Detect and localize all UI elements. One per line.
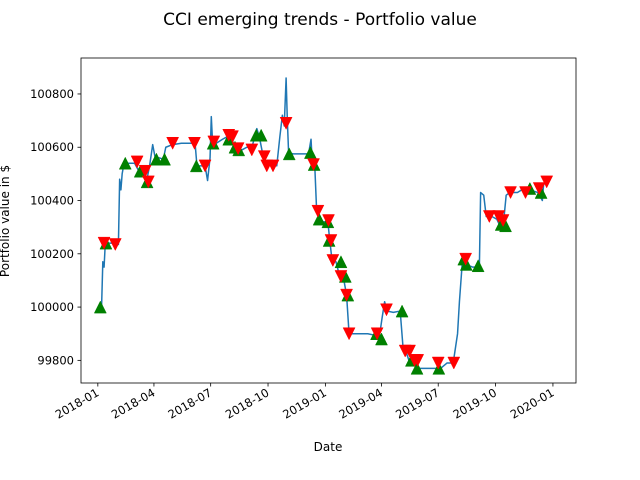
sell-marker-18 — [311, 204, 325, 218]
y-tick-label: 100200 — [30, 247, 74, 261]
sell-marker-11 — [231, 142, 245, 156]
sell-marker-21 — [326, 254, 340, 268]
sell-marker-19 — [322, 214, 335, 228]
buy-marker-14 — [282, 147, 296, 161]
y-tick-label: 100000 — [30, 300, 74, 314]
y-tick-label: 100600 — [30, 140, 74, 154]
buy-marker-24 — [375, 332, 388, 346]
buy-marker-13 — [254, 128, 268, 142]
buy-marker-17 — [312, 212, 326, 226]
sell-marker-26 — [380, 303, 393, 317]
sell-marker-5 — [166, 136, 180, 150]
sell-marker-30 — [411, 354, 425, 367]
buy-marker-0 — [93, 300, 107, 314]
sell-marker-23 — [340, 288, 353, 302]
buy-marker-7 — [189, 159, 203, 173]
sell-marker-15 — [266, 159, 280, 173]
sell-marker-10 — [226, 130, 239, 144]
sell-marker-2 — [130, 155, 144, 169]
sell-marker-7 — [198, 159, 212, 173]
sell-marker-32 — [447, 356, 461, 370]
x-axis-label: Date — [314, 440, 343, 454]
sell-marker-12 — [245, 143, 259, 157]
sell-marker-25 — [370, 327, 384, 341]
y-tick-label: 99800 — [37, 353, 74, 367]
y-tick-label: 100800 — [30, 87, 74, 101]
sell-marker-20 — [324, 234, 338, 248]
buy-marker-27 — [410, 361, 424, 375]
y-tick-label: 100400 — [30, 194, 74, 208]
sell-marker-22 — [334, 270, 348, 284]
sell-marker-24 — [342, 327, 356, 341]
sell-marker-16 — [279, 117, 293, 130]
buy-marker-30 — [459, 257, 473, 271]
plot-frame — [80, 57, 577, 384]
sell-marker-17 — [307, 158, 320, 172]
sell-marker-40 — [540, 175, 554, 189]
sell-marker-13 — [257, 150, 271, 164]
sell-marker-31 — [431, 356, 445, 370]
y-axis-label: Portfolio value in $ — [0, 165, 12, 277]
sell-marker-33 — [459, 252, 473, 266]
sell-marker-28 — [403, 344, 416, 358]
buy-marker-2 — [118, 156, 132, 170]
plot-area — [80, 57, 577, 384]
sell-marker-36 — [496, 214, 510, 228]
sell-marker-4 — [141, 175, 155, 189]
buy-marker-5 — [150, 152, 163, 166]
y-axis: 99800 100000 100200 100400 100600 100800 — [30, 87, 81, 367]
sell-markers — [97, 117, 554, 370]
sell-marker-1 — [108, 238, 122, 252]
plot-series-group — [93, 77, 554, 375]
buy-marker-25 — [395, 304, 409, 318]
sell-marker-6 — [188, 136, 201, 150]
buy-marker-28 — [432, 361, 446, 375]
buy-marker-31 — [471, 259, 485, 273]
buy-marker-20 — [334, 255, 348, 269]
sell-marker-8 — [207, 135, 221, 149]
buy-marker-6 — [158, 152, 171, 166]
sell-marker-0 — [97, 236, 111, 250]
sell-marker-38 — [519, 186, 532, 200]
sell-marker-34 — [482, 210, 496, 224]
sell-marker-37 — [504, 186, 517, 200]
chart-title: CCI emerging trends - Portfolio value — [163, 10, 477, 30]
sell-marker-39 — [532, 182, 546, 196]
sell-marker-3 — [138, 164, 152, 178]
